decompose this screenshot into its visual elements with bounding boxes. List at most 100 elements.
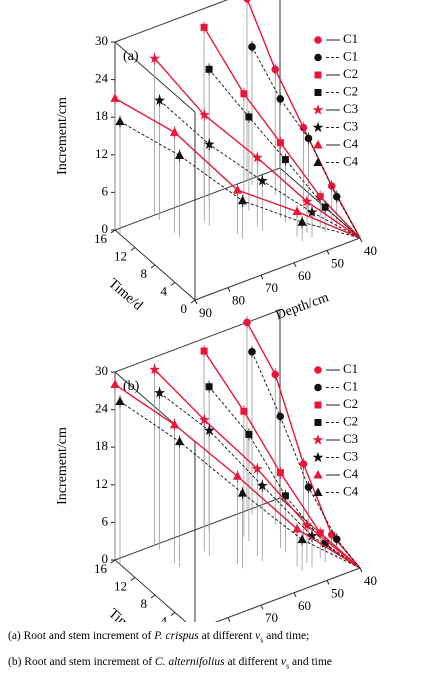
t-tick-label: 4 [161, 613, 168, 622]
marker [205, 65, 213, 73]
d-tick [194, 299, 198, 305]
d-axis-title: Depth/cm [274, 620, 331, 622]
legend-marker [314, 89, 322, 96]
box-edge [114, 309, 281, 373]
caption-text: and time; [263, 630, 310, 642]
legend-label: C1 [343, 48, 358, 63]
marker [304, 483, 313, 491]
caption-sub: s [285, 661, 290, 671]
legend-label: C3 [343, 448, 358, 463]
d-tick [326, 580, 330, 585]
legend-marker [313, 139, 323, 149]
box-edge [114, 167, 281, 231]
panel-label: (b) [123, 379, 140, 394]
caption-species: C. alternifolius [154, 656, 225, 668]
caption-var: v [280, 656, 286, 668]
legend-marker [312, 121, 324, 133]
marker [237, 195, 248, 205]
marker [297, 534, 307, 544]
marker [245, 113, 253, 121]
marker [292, 206, 302, 216]
marker [203, 424, 215, 436]
marker [306, 206, 318, 217]
legend-marker [314, 71, 322, 79]
marker [292, 523, 302, 533]
legend-label: C4 [343, 136, 359, 151]
marker [205, 383, 213, 391]
marker [276, 95, 285, 103]
t-tick [110, 229, 116, 234]
t-axis-title: Time/d [105, 606, 145, 622]
legend-label: C2 [343, 66, 358, 81]
marker [174, 150, 185, 160]
marker [299, 460, 308, 468]
legend-marker [314, 401, 322, 409]
caption-text: (a) Root and stem increment of [8, 630, 155, 642]
caption-a: (a) Root and stem increment of P. crispu… [8, 630, 309, 644]
legend-marker [312, 434, 324, 445]
marker [251, 151, 263, 163]
marker [271, 370, 280, 379]
series-line [208, 69, 361, 239]
caption-text: and time [289, 656, 332, 668]
t-tick-label: 0 [181, 301, 188, 316]
marker [271, 65, 280, 74]
z-tick-label: 24 [95, 401, 109, 416]
marker [316, 193, 324, 201]
t-axis-title: Time/d [105, 276, 145, 314]
legend-label: C1 [343, 378, 358, 393]
marker [276, 469, 284, 477]
marker [169, 419, 180, 429]
box-edge [114, 497, 281, 561]
legend-marker [313, 157, 323, 166]
series-line [159, 392, 361, 569]
z-tick-label: 24 [95, 71, 109, 86]
marker [332, 192, 341, 201]
series-line [119, 121, 361, 239]
d-tick-label: 60 [298, 268, 311, 283]
marker [256, 175, 268, 186]
z-tick-label: 30 [95, 33, 108, 48]
z-axis-title: Increment/cm [55, 97, 70, 175]
legend-label: C3 [343, 431, 358, 446]
box-edge [194, 237, 361, 301]
d-tick-label: 40 [364, 573, 377, 588]
legend-marker [314, 366, 322, 374]
legend-label: C3 [343, 118, 358, 133]
caption-sub: s [260, 635, 264, 645]
panel-label: (a) [123, 49, 139, 64]
box-edge [214, 567, 361, 622]
z-tick-label: 6 [102, 183, 109, 198]
t-tick-label: 4 [161, 283, 168, 298]
legend-marker [314, 419, 322, 426]
t-tick [130, 577, 136, 581]
d-tick [293, 592, 297, 598]
marker [149, 52, 161, 64]
caption-text: (b) Root and stem increment of [8, 656, 155, 668]
marker [245, 430, 253, 438]
caption-text: at different [198, 630, 256, 642]
t-tick-label: 8 [141, 596, 148, 611]
marker [174, 436, 185, 446]
marker [115, 396, 125, 405]
legend-label: C1 [343, 361, 358, 376]
t-tick [170, 612, 176, 616]
t-tick [190, 299, 196, 304]
marker [240, 90, 248, 98]
marker [256, 480, 268, 491]
d-tick-label: 90 [199, 305, 212, 320]
marker [332, 535, 341, 543]
marker [243, 0, 251, 3]
t-tick-label: 16 [94, 231, 108, 246]
marker [240, 407, 248, 415]
z-tick-label: 0 [102, 221, 109, 236]
d-tick [293, 262, 297, 268]
legend-marker [314, 383, 322, 392]
d-tick-label: 70 [265, 280, 278, 295]
d-axis-title: Depth/cm [274, 290, 331, 323]
box-edge [114, 559, 187, 622]
d-tick [326, 250, 330, 255]
z-tick-label: 12 [95, 476, 108, 491]
t-tick [150, 594, 156, 599]
t-tick [170, 282, 176, 286]
